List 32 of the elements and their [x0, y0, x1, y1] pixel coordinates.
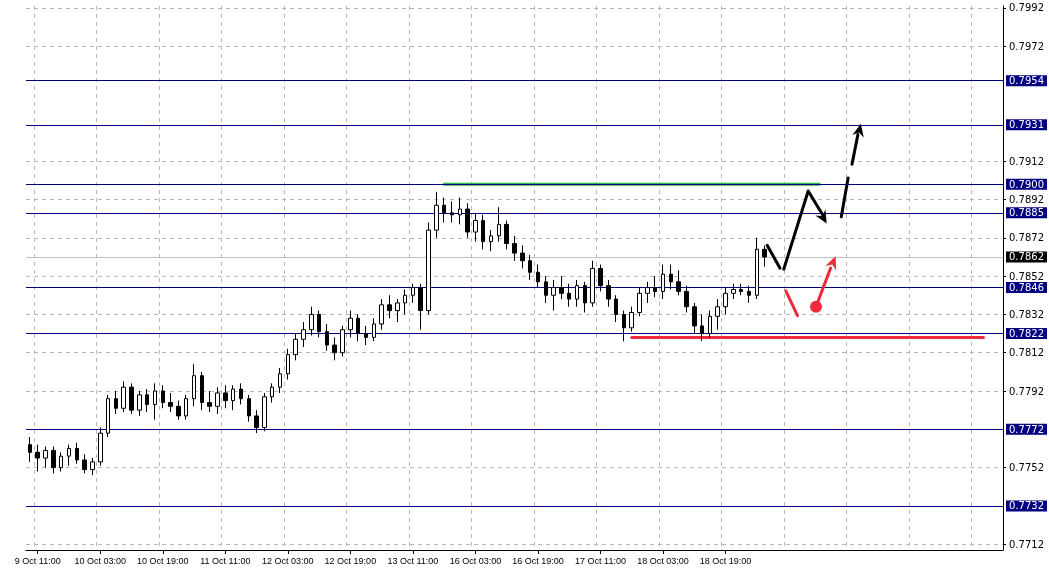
x-tick-label: 12 Oct 19:00: [324, 555, 377, 566]
y-tick-label: 0.7852: [1009, 270, 1044, 282]
x-tick-label: 11 Oct 11:00: [200, 555, 251, 566]
x-tick-label: 13 Oct 11:00: [387, 555, 439, 566]
y-tick-label: 0.7832: [1009, 308, 1044, 320]
x-tick-label: 18 Oct 19:00: [699, 555, 752, 566]
y-tick-label: 0.7812: [1009, 347, 1044, 359]
y-tick-label: 0.7912: [1009, 155, 1044, 167]
ref-line-label: 0.7862: [1009, 251, 1044, 263]
y-tick-label: 0.7872: [1009, 232, 1044, 244]
ref-line-label: 0.7900: [1009, 178, 1044, 190]
x-tick-label: 16 Oct 03:00: [449, 555, 502, 566]
ref-line-label: 0.7954: [1009, 75, 1044, 87]
x-tick-label: 16 Oct 19:00: [512, 555, 564, 566]
y-tick-label: 0.7712: [1009, 538, 1044, 550]
y-tick-label: 0.7892: [1009, 193, 1044, 205]
ref-line-label: 0.7846: [1009, 282, 1044, 294]
x-tick-label: 18 Oct 03:00: [637, 555, 689, 566]
ref-line-label: 0.7931: [1009, 119, 1044, 131]
x-tick-label: 9 Oct 11:00: [14, 555, 61, 566]
ref-line-label: 0.7822: [1009, 328, 1044, 340]
x-tick-label: 10 Oct 19:00: [137, 555, 189, 566]
x-tick-label: 10 Oct 03:00: [74, 555, 127, 566]
ref-line-label: 0.7772: [1009, 423, 1044, 435]
x-tick-label: 12 Oct 03:00: [262, 555, 314, 566]
ref-line-label: 0.7885: [1009, 207, 1044, 219]
y-tick-label: 0.7752: [1009, 462, 1044, 474]
ref-line-label: 0.7732: [1009, 500, 1044, 512]
x-tick-label: 17 Oct 11:00: [575, 555, 626, 566]
y-tick-label: 0.7972: [1009, 40, 1044, 52]
y-tick-label: 0.7792: [1009, 385, 1044, 397]
y-tick-label: 0.7992: [1009, 2, 1044, 14]
